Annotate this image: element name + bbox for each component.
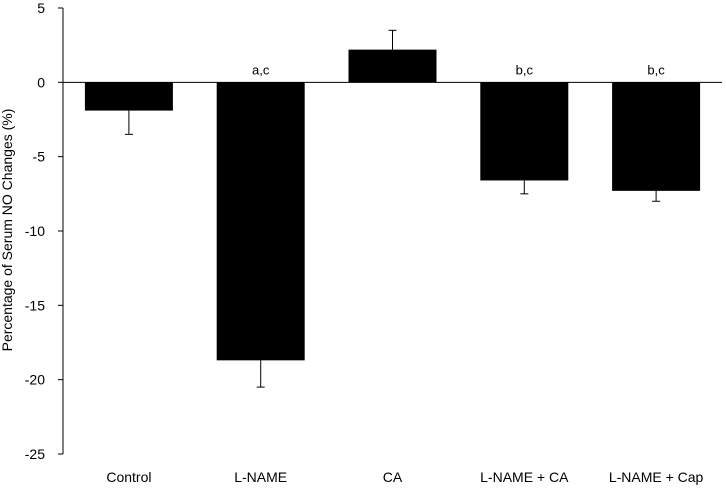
significance-label: b,c [516, 62, 534, 77]
x-category-label: L-NAME [234, 469, 287, 485]
bar [480, 82, 569, 181]
y-tick-label: 0 [37, 74, 45, 90]
x-category-label: L-NAME + Cap [609, 469, 704, 485]
y-tick-label: -15 [25, 297, 45, 313]
y-tick-label: 5 [37, 0, 45, 16]
significance-label: b,c [647, 62, 665, 77]
y-tick-label: -10 [25, 223, 45, 239]
y-tick-label: -20 [25, 372, 45, 388]
bar [216, 82, 305, 361]
bars [84, 49, 701, 361]
y-tick-label: -25 [25, 446, 45, 462]
x-category-label: CA [383, 469, 403, 485]
significance-label: a,c [252, 62, 270, 77]
error-bars [124, 29, 661, 388]
bar [84, 82, 173, 111]
bar [612, 82, 701, 191]
category-labels: Control L-NAME CA L-NAME + CA L-NAME + Cap [106, 469, 703, 485]
bar [348, 49, 437, 83]
y-axis-title: Percentage of Serum NO Changes (%) [0, 109, 15, 352]
y-tick-label: -5 [33, 149, 46, 165]
significance-annotations: a,c b,c b,c [252, 62, 665, 77]
x-category-label: L-NAME + CA [480, 469, 569, 485]
x-category-label: Control [106, 469, 151, 485]
y-axis: 5 0 -5 -10 -15 -20 -25 [25, 0, 64, 462]
